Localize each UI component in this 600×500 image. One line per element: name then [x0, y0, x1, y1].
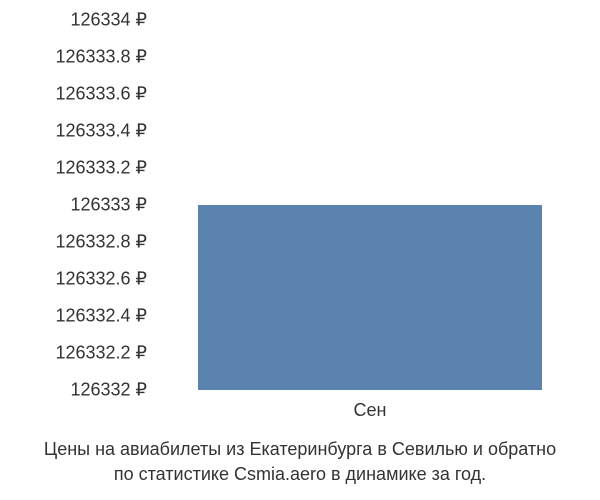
y-tick-label: 126332.4 ₽: [55, 306, 147, 327]
y-tick-label: 126333 ₽: [70, 195, 147, 216]
y-tick-label: 126333.8 ₽: [55, 47, 147, 68]
y-tick-label: 126332.2 ₽: [55, 343, 147, 364]
y-tick-label: 126333.6 ₽: [55, 84, 147, 105]
price-chart: 126334 ₽ 126333.8 ₽ 126333.6 ₽ 126333.4 ₽ 12…: [0, 0, 600, 500]
y-tick-label: 126332 ₽: [70, 380, 147, 401]
y-tick-label: 126332.6 ₽: [55, 269, 147, 290]
chart-caption: Цены на авиабилеты из Екатеринбурга в Се…: [0, 437, 600, 486]
x-tick-label: Сен: [354, 400, 387, 421]
y-tick-label: 126332.8 ₽: [55, 232, 147, 253]
y-axis: 126334 ₽126333.8 ₽126333.6 ₽126333.4 ₽12…: [0, 20, 155, 390]
y-tick-label: 126334 ₽: [70, 10, 147, 31]
caption-line-2: по статистике Csmia.aero в динамике за г…: [114, 464, 486, 484]
y-tick-label: 126333.2 ₽: [55, 158, 147, 179]
caption-line-1: Цены на авиабилеты из Екатеринбурга в Се…: [44, 439, 556, 459]
plot-area: Сен: [155, 20, 585, 390]
bar: [198, 205, 542, 390]
y-tick-label: 126333.4 ₽: [55, 121, 147, 142]
